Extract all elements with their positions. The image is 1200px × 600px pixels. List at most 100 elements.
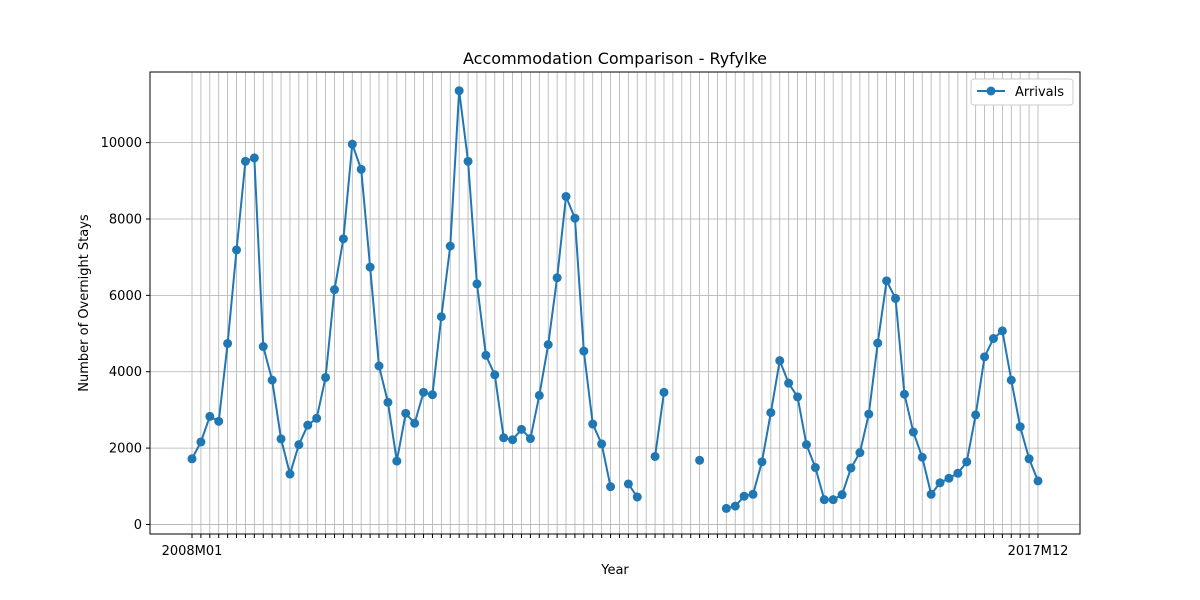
data-point: [882, 276, 892, 286]
data-point: [561, 191, 571, 201]
data-point: [490, 370, 500, 380]
data-point: [650, 451, 660, 461]
data-point: [739, 491, 749, 501]
data-point: [579, 346, 589, 356]
data-point: [971, 410, 981, 420]
series-line-arrivals: [191, 89, 1039, 510]
data-point: [534, 390, 544, 400]
data-point: [481, 350, 491, 360]
data-point: [285, 469, 295, 479]
chart-title: Accommodation Comparison - Ryfylke: [463, 49, 767, 68]
data-point: [499, 433, 509, 443]
data-point: [419, 387, 429, 397]
data-point: [659, 387, 669, 397]
data-point: [436, 312, 446, 322]
data-point: [828, 495, 838, 505]
data-point: [766, 408, 776, 418]
y-tick-label: 2000: [109, 442, 142, 457]
data-point: [410, 418, 420, 428]
legend: Arrivals: [970, 78, 1074, 106]
x-axis-label: Year: [600, 563, 629, 578]
data-point: [196, 437, 206, 447]
data-point: [953, 468, 963, 478]
y-tick-label: 6000: [109, 289, 142, 304]
data-point: [695, 455, 705, 465]
data-point: [401, 408, 411, 418]
data-point: [240, 156, 250, 166]
grid-lines: [150, 72, 1080, 534]
data-point: [917, 452, 927, 462]
data-point: [223, 338, 233, 348]
data-point: [980, 352, 990, 362]
data-point: [588, 419, 598, 429]
data-point: [997, 326, 1007, 336]
x-tick-label-last: 2017M12: [1008, 544, 1069, 559]
data-point: [267, 375, 277, 385]
data-point: [508, 435, 518, 445]
data-point: [294, 440, 304, 450]
axes: 0 2000 4000 6000 8000 10000 2008M01 2017M12: [101, 71, 1081, 559]
data-point: [347, 139, 357, 149]
data-point: [463, 156, 473, 166]
data-point: [249, 153, 259, 163]
data-point: [552, 273, 562, 283]
data-point: [365, 262, 375, 272]
data-point: [926, 489, 936, 499]
data-point: [303, 420, 313, 430]
data-point: [356, 164, 366, 174]
data-point: [276, 434, 286, 444]
data-point: [606, 482, 616, 492]
y-tick-label: 4000: [109, 365, 142, 380]
data-point: [944, 473, 954, 483]
data-point: [543, 340, 553, 350]
data-point: [855, 448, 865, 458]
data-point: [775, 356, 785, 366]
data-point: [214, 416, 224, 426]
data-point: [427, 390, 437, 400]
data-point: [187, 454, 197, 464]
data-point: [321, 372, 331, 382]
data-point: [730, 501, 740, 511]
data-point: [793, 392, 803, 402]
data-point: [757, 457, 767, 467]
data-point: [525, 434, 535, 444]
legend-label-arrivals: Arrivals: [1015, 85, 1064, 100]
data-point: [891, 293, 901, 303]
data-point: [1006, 375, 1016, 385]
legend-marker-arrivals: [986, 86, 996, 96]
data-point: [784, 378, 794, 388]
data-point: [935, 478, 945, 488]
data-point: [1033, 476, 1043, 486]
data-point: [329, 285, 339, 295]
series-layer: [187, 86, 1043, 513]
data-point: [312, 413, 322, 423]
data-point: [632, 492, 642, 502]
data-point: [846, 463, 856, 473]
data-point: [454, 86, 464, 96]
data-point: [392, 456, 402, 466]
data-point: [597, 439, 607, 449]
data-point: [205, 411, 215, 421]
y-tick-label: 8000: [109, 213, 142, 228]
data-point: [810, 463, 820, 473]
y-tick-label: 10000: [101, 136, 142, 151]
data-point: [873, 338, 883, 348]
x-tick-label-first: 2008M01: [162, 544, 223, 559]
data-point: [908, 427, 918, 437]
data-point: [374, 361, 384, 371]
data-point: [445, 241, 455, 251]
legend-box: [970, 78, 1074, 106]
data-point: [258, 342, 268, 352]
data-point: [899, 389, 909, 399]
data-point: [819, 495, 829, 505]
data-point: [516, 424, 526, 434]
data-point: [1024, 454, 1034, 464]
data-point: [338, 234, 348, 244]
data-point: [472, 279, 482, 289]
data-point: [383, 397, 393, 407]
data-point: [748, 489, 758, 499]
data-point: [1015, 422, 1025, 432]
data-point: [962, 457, 972, 467]
